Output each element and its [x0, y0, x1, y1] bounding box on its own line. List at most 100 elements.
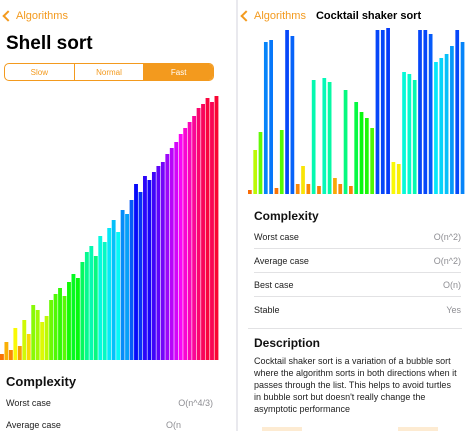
- divider: [254, 296, 461, 297]
- bar: [338, 184, 343, 194]
- row-value: O(n^2): [433, 232, 461, 242]
- row-value: O(n): [443, 280, 461, 290]
- row-label: Worst case: [254, 232, 299, 242]
- bar: [306, 184, 311, 194]
- bar: [156, 166, 161, 360]
- sort-visualization: [248, 28, 465, 194]
- bar: [35, 310, 40, 360]
- row-value: O(n^2): [433, 256, 461, 266]
- row-label: Average case: [254, 256, 309, 266]
- bar: [165, 154, 170, 360]
- bar: [285, 30, 289, 194]
- bar: [205, 98, 210, 360]
- speed-option-slow[interactable]: Slow: [5, 64, 75, 80]
- bar: [8, 350, 13, 360]
- bottom-accent: [262, 427, 302, 431]
- complexity-heading: Complexity: [254, 209, 319, 223]
- bar: [116, 232, 121, 360]
- complexity-row-worst: Worst case O(n^2): [254, 232, 461, 242]
- bar: [62, 296, 67, 360]
- bar: [89, 246, 94, 360]
- complexity-row-average: Average case O(n log n): [6, 420, 181, 431]
- divider: [248, 328, 462, 329]
- bar: [178, 134, 183, 360]
- row-label: Average case: [6, 420, 61, 430]
- row-value: Yes: [446, 305, 461, 315]
- bar: [412, 80, 417, 194]
- back-label[interactable]: Algorithms: [254, 10, 306, 22]
- bar: [93, 256, 98, 360]
- bar: [349, 186, 353, 194]
- bar: [151, 172, 156, 360]
- bar: [364, 118, 369, 194]
- bar: [75, 278, 80, 360]
- bar: [295, 184, 300, 194]
- bar: [258, 132, 263, 194]
- bar: [102, 242, 107, 360]
- complexity-row-average: Average case O(n^2): [254, 256, 461, 266]
- bar: [444, 54, 449, 194]
- bar: [84, 252, 89, 360]
- description-text: Cocktail shaker sort is a variation of a…: [254, 356, 457, 414]
- bar: [129, 200, 134, 360]
- page-title: Cocktail shaker sort: [315, 10, 422, 22]
- bar: [354, 102, 359, 194]
- divider: [254, 272, 461, 273]
- bar: [40, 322, 45, 360]
- bar: [391, 162, 396, 194]
- row-label: Best case: [254, 280, 294, 290]
- bar: [44, 316, 49, 360]
- bar: [201, 104, 205, 360]
- chevron-left-icon: [2, 10, 14, 22]
- description-heading: Description: [254, 336, 321, 350]
- bar: [134, 184, 138, 360]
- bar: [428, 34, 433, 194]
- complexity-heading: Complexity: [6, 374, 77, 389]
- bar: [375, 30, 380, 194]
- back-button[interactable]: Algorithms: [2, 10, 68, 22]
- speed-option-fast[interactable]: Fast: [144, 64, 213, 80]
- bar: [380, 30, 385, 194]
- bar: [107, 228, 112, 360]
- bar: [370, 128, 375, 194]
- bar: [214, 96, 219, 360]
- bar: [269, 40, 273, 194]
- bar: [322, 78, 327, 194]
- speed-option-normal[interactable]: Normal: [75, 64, 145, 80]
- bar: [196, 108, 201, 360]
- row-label: Worst case: [6, 398, 51, 408]
- divider: [254, 248, 461, 249]
- bar: [359, 112, 364, 194]
- page-title: Shell sort: [6, 33, 93, 54]
- bar: [327, 82, 332, 194]
- bar: [0, 354, 4, 360]
- row-label: Stable: [254, 305, 280, 315]
- speed-segmented-control[interactable]: Slow Normal Fast: [4, 63, 214, 81]
- bar: [111, 220, 116, 360]
- bar: [26, 334, 31, 360]
- bar: [407, 74, 412, 194]
- complexity-row-best: Best case O(n): [254, 280, 461, 290]
- bar: [13, 328, 18, 360]
- complexity-row-worst: Worst case O(n^4/3): [6, 398, 213, 408]
- bar: [301, 166, 305, 194]
- bar: [248, 190, 252, 194]
- bar: [183, 128, 188, 360]
- sort-visualization: [0, 96, 219, 360]
- bar: [147, 180, 152, 360]
- bar: [169, 148, 174, 360]
- row-value: O(n^4/3): [178, 398, 213, 408]
- bar: [460, 42, 465, 194]
- bar: [279, 130, 284, 194]
- chevron-left-icon[interactable]: [240, 10, 252, 22]
- bar: [98, 236, 103, 360]
- bar: [210, 102, 214, 360]
- bar: [174, 142, 179, 360]
- bottom-accent: [398, 427, 438, 431]
- bar: [192, 116, 197, 360]
- bar: [53, 294, 58, 360]
- bar: [4, 342, 9, 360]
- bar: [71, 274, 76, 360]
- bar: [450, 46, 454, 194]
- bar: [418, 30, 422, 194]
